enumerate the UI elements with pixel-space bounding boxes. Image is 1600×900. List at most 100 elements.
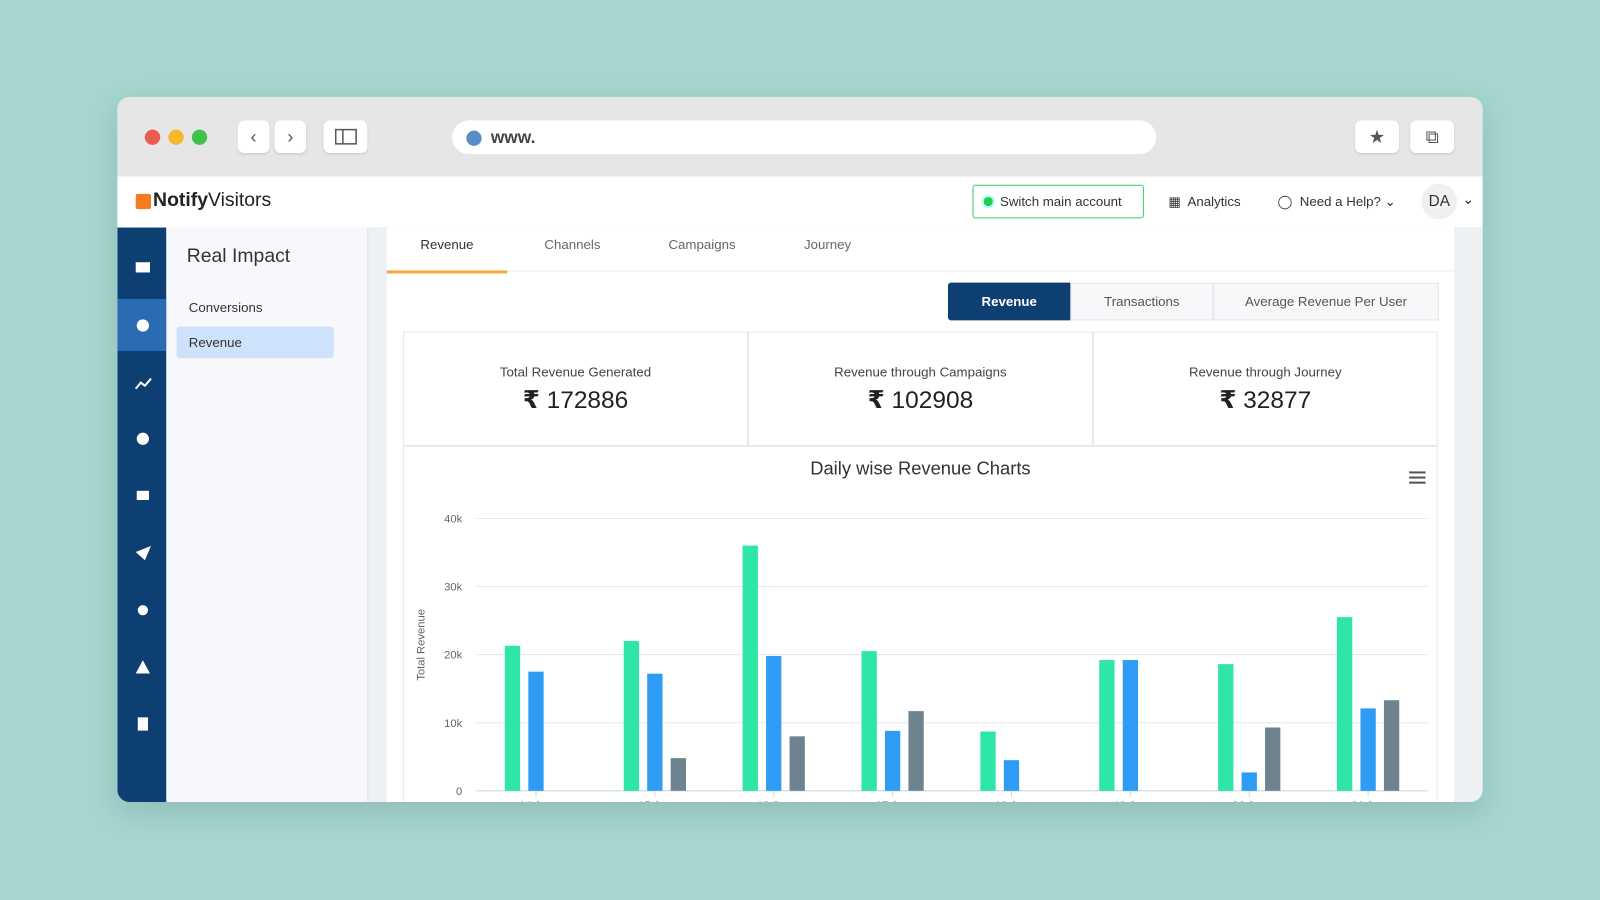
logo-rest: Visitors [207,189,272,212]
nav-icon[interactable] [137,605,148,616]
nav-icon[interactable] [135,262,151,273]
chart: Daily wise Revenue Charts Total Revenue … [415,457,1428,802]
help-label: Need a Help? [1299,193,1381,210]
sidebar-item[interactable]: Revenue [176,326,334,359]
y-axis-label: Total Revenue [415,609,427,681]
metric-value: 32877 [1243,386,1312,415]
nav-icon[interactable] [137,717,148,731]
bar [766,655,782,791]
avatar-caret[interactable]: ⌄ [1462,190,1475,208]
sidebar-icon [334,128,357,145]
nav-rail [117,227,167,803]
switch-label: Switch main account [1000,193,1122,210]
bar [1003,760,1020,791]
bar [1218,664,1234,791]
close-button[interactable] [144,129,161,145]
content-card: Revenue Channels Campaigns Journey Revenue T… [386,227,1455,803]
nav-icon[interactable] [136,319,149,332]
metric-label: Revenue through Journey [1188,364,1342,380]
url-text: www. [490,127,536,147]
metric-value-row: ₹ 102908 [749,386,1092,416]
bar [908,711,924,791]
x-tick-label: 20 Jun [1232,800,1266,802]
bar [861,651,877,791]
x-tick-label: 19 Jun [1114,800,1148,802]
sub-sidebar: Real Impact Conversions Revenue [166,227,369,803]
y-tick-label: 10k [444,718,462,730]
tab[interactable]: Channels [544,236,601,253]
logo-icon [135,193,152,210]
analytics-label: Analytics [1187,193,1241,210]
bar [980,731,996,791]
x-tick-label: 16 Jun [757,800,791,802]
subtab[interactable]: Revenue [947,282,1071,321]
metric-label: Revenue through Campaigns [834,364,1007,380]
avatar-initials: DA [1428,192,1450,211]
y-tick-label: 0 [456,786,462,798]
subtab[interactable]: Transactions [1070,282,1214,321]
metric-value: 102908 [891,386,974,415]
chart-title: Daily wise Revenue Charts [810,457,1030,478]
bar [670,758,686,791]
tab-divider [386,270,1455,272]
forward-button[interactable]: › [274,120,307,154]
nav-icon[interactable] [136,432,149,445]
bar [1265,727,1281,791]
address-bar[interactable]: www. [452,120,1157,155]
nav-icon[interactable] [136,490,149,501]
bar [884,730,901,791]
chart-menu[interactable] [1409,471,1426,484]
sidebar-toggle[interactable] [323,120,368,154]
x-tick-label: 21 Jun [1351,800,1385,802]
logo-bold: Notify [153,189,208,212]
status-dot [983,196,993,207]
tabs-button[interactable]: ⧉ [1410,120,1455,154]
app-header: NotifyVisitors Switch main account ▦ Ana… [117,176,1483,229]
tab[interactable]: Campaigns [668,236,736,253]
bar [1360,708,1376,791]
nav-icon[interactable] [135,545,152,561]
currency: ₹ [867,386,885,415]
metric-card: Total Revenue Generated ₹ 172886 [403,331,748,446]
x-tick-label: 18 Jun [995,800,1029,802]
logo[interactable]: NotifyVisitors [153,190,271,212]
metric-card: Revenue through Campaigns ₹ 102908 [747,331,1093,446]
minimize-button[interactable] [168,129,184,145]
y-tick-label: 40k [444,513,462,525]
bar [623,640,640,791]
nav-icons [134,262,152,731]
tab[interactable]: Journey [803,236,852,253]
bookmark-button[interactable]: ★ [1355,120,1399,154]
bar [789,736,805,791]
chart-panel [403,445,1438,803]
metric-value-row: ₹ 172886 [404,386,747,416]
avatar[interactable]: DA [1421,183,1458,220]
analytics-menu[interactable]: ▦ Analytics [1168,193,1241,210]
x-tick-label: 15 Jun [638,800,672,802]
x-tick-label: 17 Jun [876,800,910,802]
bar [1122,660,1139,791]
tab[interactable]: Revenue [386,228,508,274]
metric-value: 172886 [546,386,629,415]
metric-card: Revenue through Journey ₹ 32877 [1092,331,1438,446]
maximize-button[interactable] [191,129,208,145]
bar [1383,700,1400,791]
y-tick-label: 30k [444,582,462,594]
site-icon [466,130,482,146]
metric-label: Total Revenue Generated [499,364,652,380]
browser-window: ‹ › www. ★ ⧉ NotifyVisitors Switch main … [117,96,1483,803]
currency: ₹ [522,386,540,415]
help-menu[interactable]: ◯ Need a Help? ⌄ [1277,193,1396,210]
back-button[interactable]: ‹ [237,120,270,154]
sidebar-title: Real Impact [186,245,291,268]
nav-icon[interactable] [134,377,152,390]
browser-toolbar: ‹ › www. ★ ⧉ [117,96,1483,177]
subtab[interactable]: Average Revenue Per User [1213,282,1439,321]
bar [647,673,663,791]
bar [1336,617,1353,791]
switch-account-button[interactable]: Switch main account [972,184,1144,219]
nav-icon[interactable] [135,660,151,674]
sidebar-item[interactable]: Conversions [188,300,263,316]
